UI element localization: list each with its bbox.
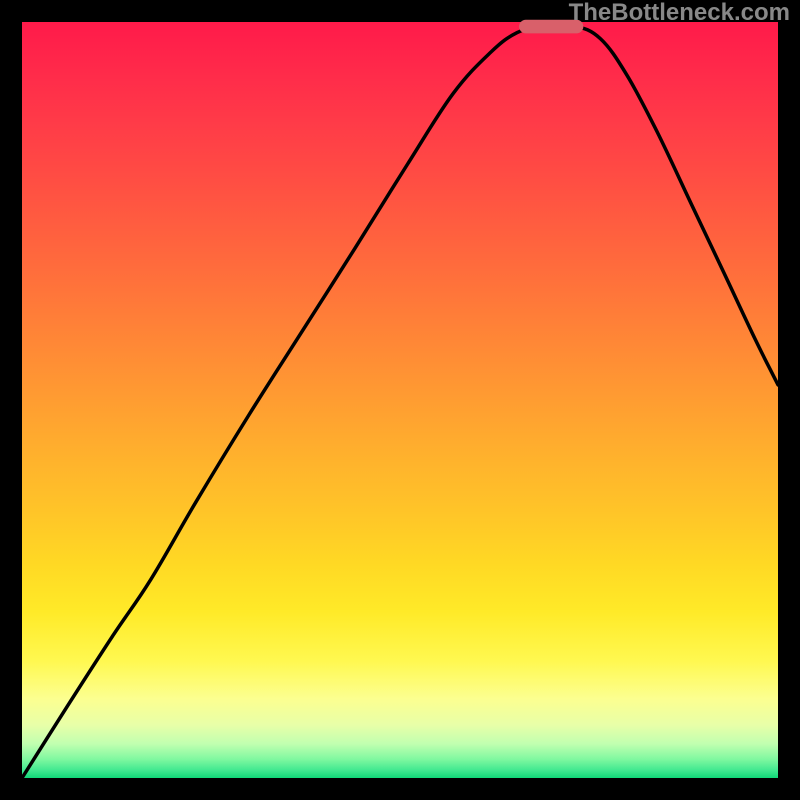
gradient-background xyxy=(22,22,778,778)
bottleneck-chart: TheBottleneck.com xyxy=(0,0,800,800)
watermark-text: TheBottleneck.com xyxy=(569,0,790,26)
